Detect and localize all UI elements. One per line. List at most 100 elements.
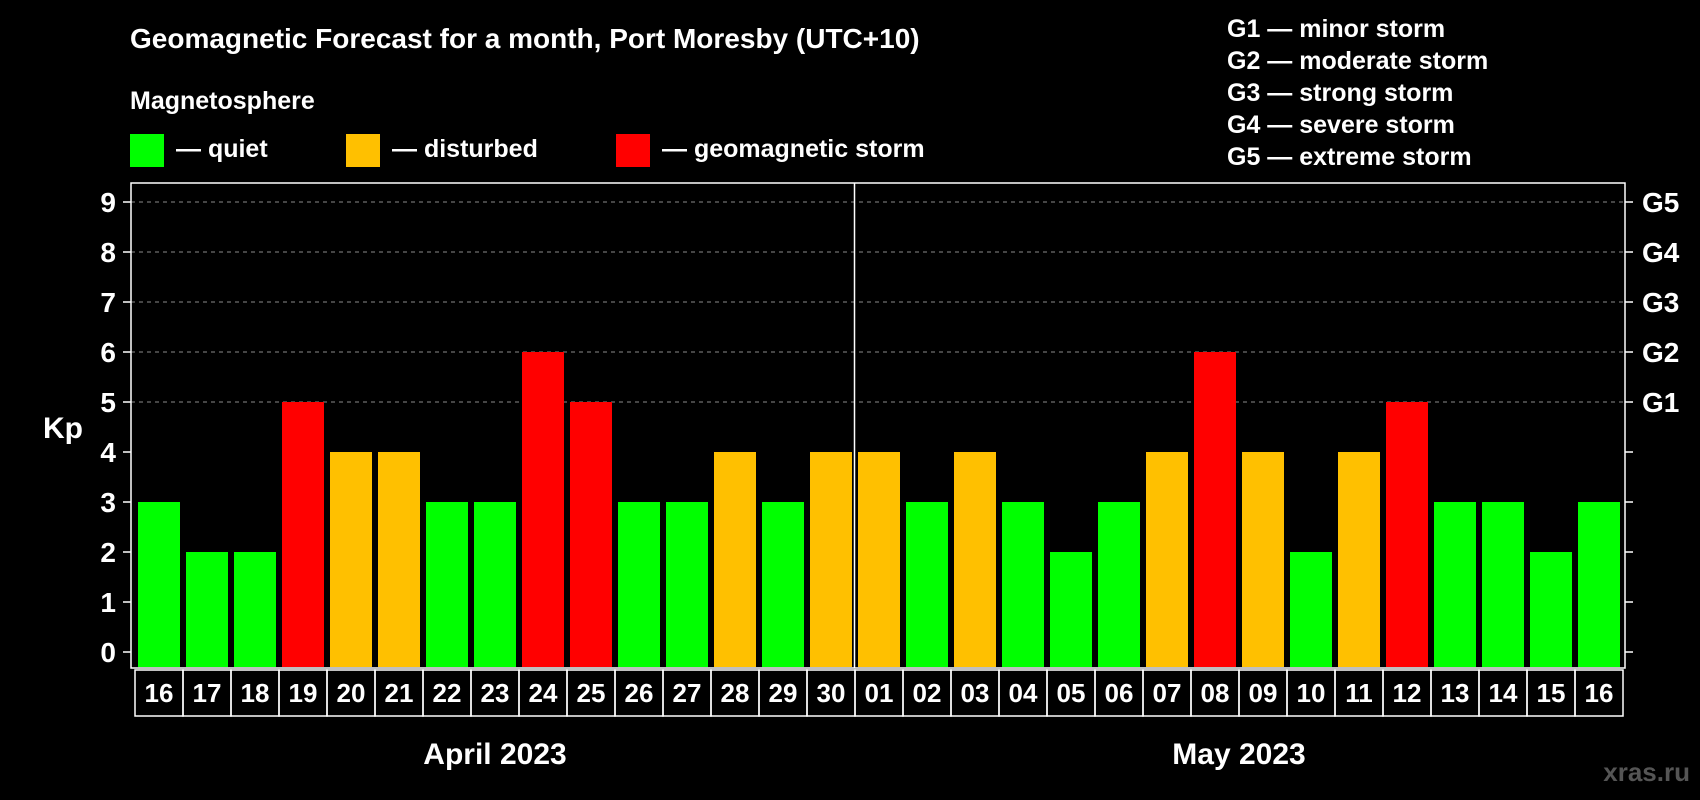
- bar-11: [666, 502, 708, 667]
- storm-scale-item: G3 — strong storm: [1227, 79, 1453, 107]
- month-labels: April 2023 May 2023: [423, 738, 1305, 771]
- y-axis-label: Kp: [43, 412, 83, 445]
- y-tick-label: 3: [100, 487, 116, 518]
- y-tick-label: 6: [100, 337, 116, 368]
- bar-4: [330, 452, 372, 667]
- date-label: 06: [1105, 678, 1134, 708]
- date-label: 24: [529, 678, 558, 708]
- bar-16: [906, 502, 948, 667]
- date-cell: [1574, 669, 1624, 717]
- storm-scale-item: G5 — extreme storm: [1227, 143, 1472, 171]
- g-level-label-g4: G4: [1642, 237, 1680, 268]
- bar-7: [474, 502, 516, 667]
- date-label: 01: [865, 678, 894, 708]
- date-label: 13: [1441, 678, 1470, 708]
- g-level-label-g1: G1: [1642, 387, 1679, 418]
- bar-15: [858, 452, 900, 667]
- legend-label-quiet: — quiet: [176, 135, 268, 163]
- date-label: 17: [193, 678, 222, 708]
- bar-19: [1050, 552, 1092, 667]
- legend-swatch-disturbed: [346, 134, 380, 167]
- plot-frame: [130, 182, 1626, 669]
- y-tick-label: 2: [100, 537, 116, 568]
- bar-26: [1386, 402, 1428, 667]
- bar-24: [1290, 552, 1332, 667]
- chart-title: Geomagnetic Forecast for a month, Port M…: [130, 23, 920, 54]
- date-label: 21: [385, 678, 414, 708]
- legend-swatch-storm: [616, 134, 650, 167]
- date-label: 16: [145, 678, 174, 708]
- bar-1: [186, 552, 228, 667]
- date-label: 23: [481, 678, 510, 708]
- date-label: 18: [241, 678, 270, 708]
- x-axis: 16 17 18 19 20 21 22 23 24 25 26 27 28 29 30 01 02 03 04 05…: [134, 669, 1624, 717]
- bar-18: [1002, 502, 1044, 667]
- date-label: 05: [1057, 678, 1086, 708]
- date-label: 08: [1201, 678, 1230, 708]
- date-label: 29: [769, 678, 798, 708]
- bar-12: [714, 452, 756, 667]
- bar-25: [1338, 452, 1380, 667]
- storm-scale-item: G4 — severe storm: [1227, 111, 1455, 139]
- date-label: 10: [1297, 678, 1326, 708]
- date-label: 30: [817, 678, 846, 708]
- bar-6: [426, 502, 468, 667]
- month-label-0: April 2023: [423, 738, 566, 771]
- storm-scale-item: G2 — moderate storm: [1227, 47, 1488, 75]
- bar-30: [1578, 502, 1620, 667]
- date-label: 16: [1585, 678, 1614, 708]
- date-label: 28: [721, 678, 750, 708]
- date-label: 14: [1489, 678, 1518, 708]
- y-axis: 0 1 2 3 4 5 6 7 8 9: [100, 187, 131, 668]
- legend: — quiet — disturbed — geomagnetic storm: [130, 134, 925, 167]
- grid-lines: [131, 201, 1625, 403]
- date-label: 02: [913, 678, 942, 708]
- bar-9: [570, 402, 612, 667]
- bar-8: [522, 352, 564, 667]
- y-tick-label: 4: [100, 437, 116, 468]
- date-label: 09: [1249, 678, 1278, 708]
- bar-17: [954, 452, 996, 667]
- bar-28: [1482, 502, 1524, 667]
- date-label: 12: [1393, 678, 1422, 708]
- bar-3: [282, 402, 324, 667]
- date-label: 15: [1537, 678, 1566, 708]
- bar-2: [234, 552, 276, 667]
- g-level-label-g2: G2: [1642, 337, 1679, 368]
- watermark: xras.ru: [1603, 757, 1690, 787]
- legend-label-storm: — geomagnetic storm: [662, 135, 925, 163]
- legend-title: Magnetosphere: [130, 87, 315, 115]
- y-tick-label: 5: [100, 387, 116, 418]
- bar-27: [1434, 502, 1476, 667]
- g-scale-axis: G1 G2 G3 G4 G5: [1625, 187, 1680, 653]
- y-tick-label: 9: [100, 187, 116, 218]
- date-label: 20: [337, 678, 366, 708]
- date-label: 25: [577, 678, 606, 708]
- bar-22: [1194, 352, 1236, 667]
- bar-29: [1530, 552, 1572, 667]
- date-label: 04: [1009, 678, 1038, 708]
- date-label: 19: [289, 678, 318, 708]
- date-label: 07: [1153, 678, 1182, 708]
- date-label: 11: [1345, 678, 1373, 708]
- legend-label-disturbed: — disturbed: [392, 135, 538, 163]
- bars: [138, 183, 1620, 668]
- y-tick-label: 0: [100, 637, 116, 668]
- date-label: 27: [673, 678, 702, 708]
- legend-swatch-quiet: [130, 134, 164, 167]
- storm-scale-legend: G1 — minor storm G2 — moderate storm G3 — …: [1227, 15, 1488, 171]
- bar-21: [1146, 452, 1188, 667]
- bar-23: [1242, 452, 1284, 667]
- g-level-label-g5: G5: [1642, 187, 1679, 218]
- y-tick-label: 1: [100, 587, 116, 618]
- date-label: 22: [433, 678, 462, 708]
- bar-5: [378, 452, 420, 667]
- bar-10: [618, 502, 660, 667]
- y-tick-label: 7: [100, 287, 116, 318]
- g-level-label-g3: G3: [1642, 287, 1679, 318]
- month-label-1: May 2023: [1172, 738, 1305, 771]
- date-label: 26: [625, 678, 654, 708]
- bar-0: [138, 502, 180, 667]
- bar-13: [762, 502, 804, 667]
